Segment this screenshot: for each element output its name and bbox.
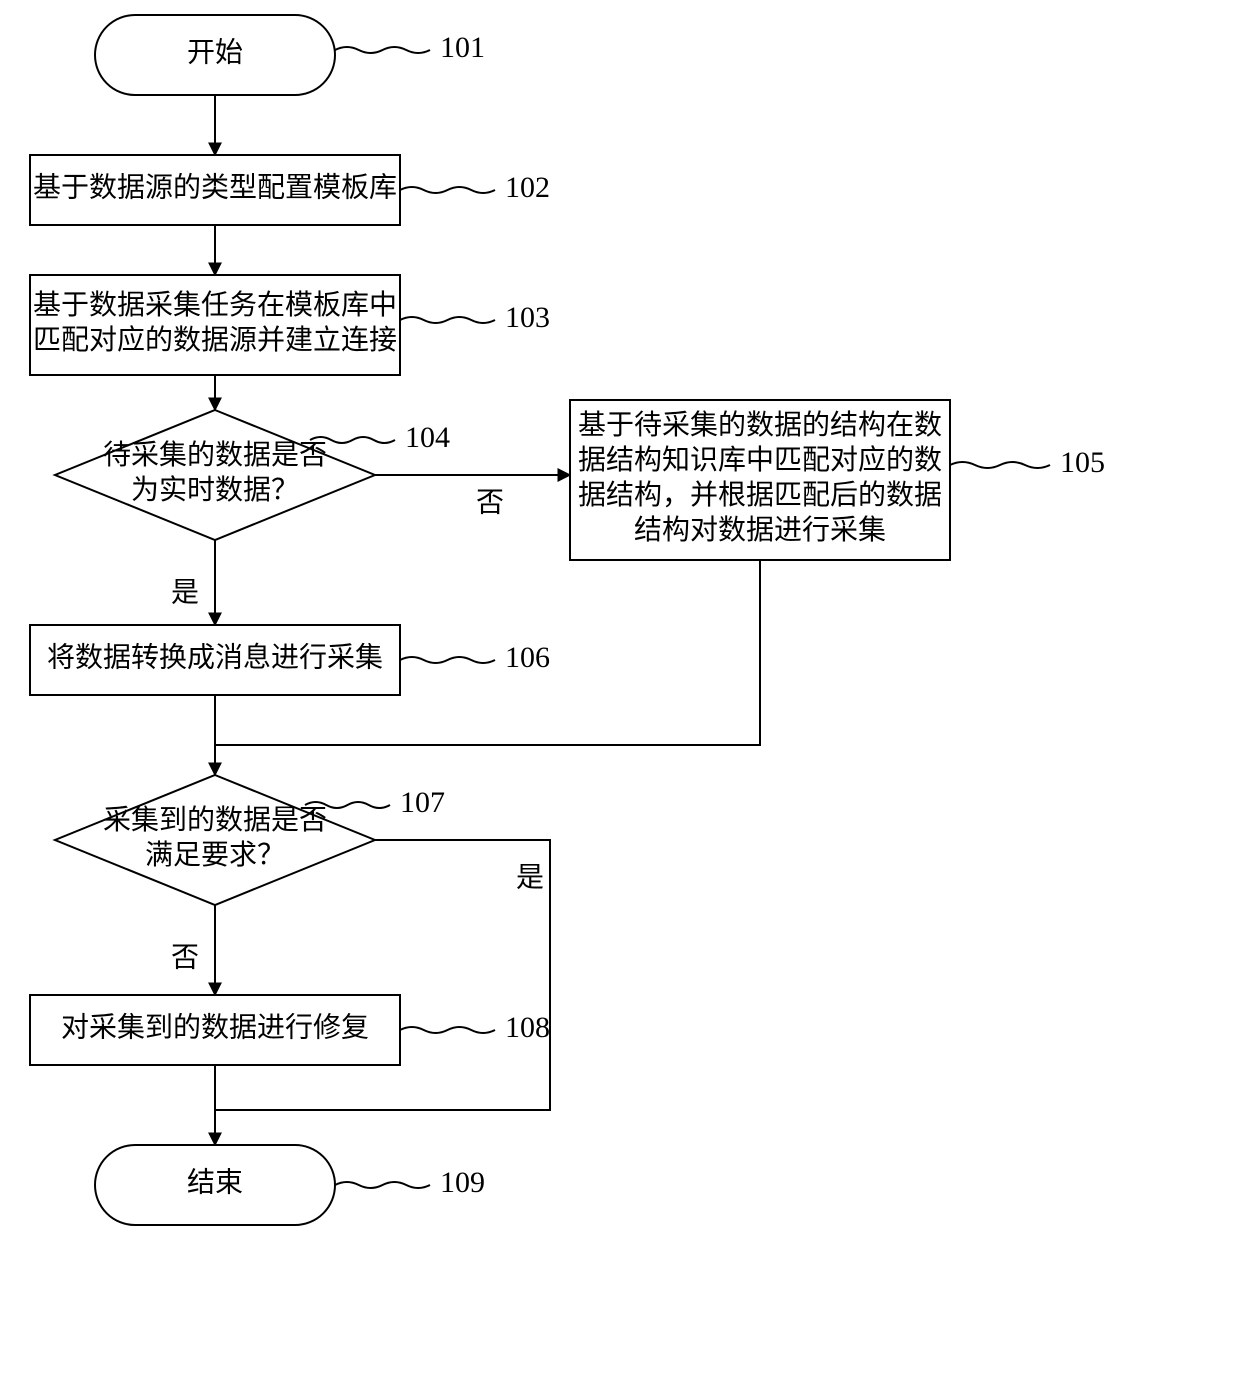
edge-label: 否 — [476, 487, 504, 518]
leader-line — [950, 462, 1050, 468]
node-number: 104 — [405, 421, 450, 454]
edges-layer: 是否否是 — [171, 95, 760, 1145]
node-number: 105 — [1060, 446, 1105, 479]
leader-line — [335, 1182, 430, 1188]
leader-line — [400, 187, 495, 193]
leader-lines — [305, 47, 1050, 1188]
node-text: 据结构，并根据匹配后的数据 — [578, 479, 942, 511]
edge-label: 是 — [171, 577, 199, 608]
flow-node-n101: 开始 101 — [95, 15, 485, 95]
node-text: 据结构知识库中匹配对应的数 — [578, 444, 942, 476]
leader-line — [400, 317, 495, 323]
flow-node-n105: 基于待采集的数据的结构在数据结构知识库中匹配对应的数据结构，并根据匹配后的数据结… — [570, 400, 1105, 560]
node-number: 106 — [505, 641, 550, 674]
flow-node-n103: 基于数据采集任务在模板库中匹配对应的数据源并建立连接 103 — [30, 275, 550, 375]
node-text: 为实时数据？ — [131, 474, 299, 506]
node-number: 109 — [440, 1166, 485, 1199]
node-text: 采集到的数据是否 — [103, 804, 327, 836]
flow-node-n109: 结束 109 — [95, 1145, 485, 1225]
node-number: 107 — [400, 786, 445, 819]
node-number: 102 — [505, 171, 550, 204]
leader-line — [400, 657, 495, 663]
node-text: 匹配对应的数据源并建立连接 — [33, 324, 397, 356]
node-text: 基于数据采集任务在模板库中 — [33, 289, 397, 321]
node-number: 108 — [505, 1011, 550, 1044]
node-text: 结束 — [187, 1166, 243, 1198]
node-text: 基于数据源的类型配置模板库 — [33, 171, 397, 203]
node-number: 101 — [440, 31, 485, 64]
node-text: 待采集的数据是否 — [103, 439, 327, 471]
node-number: 103 — [505, 301, 550, 334]
node-text: 开始 — [187, 36, 243, 68]
node-text: 将数据转换成消息进行采集 — [47, 641, 383, 673]
edge-label: 否 — [171, 942, 199, 973]
leader-line — [335, 47, 430, 53]
node-text: 结构对数据进行采集 — [634, 514, 886, 546]
node-text: 满足要求？ — [145, 839, 285, 871]
node-text: 对采集到的数据进行修复 — [61, 1011, 369, 1043]
edge-label: 是 — [516, 862, 544, 893]
nodes-layer: 开始 101 基于数据源的类型配置模板库 102 基于数据采集任务在模板库中匹配对应的数… — [30, 15, 1105, 1225]
node-text: 基于待采集的数据的结构在数 — [578, 409, 942, 441]
leader-line — [400, 1027, 495, 1033]
flowchart-canvas: 是否否是开始101基于数据源的类型配置模板库102基于数据采集任务在模板库中匹配… — [0, 0, 1240, 1374]
